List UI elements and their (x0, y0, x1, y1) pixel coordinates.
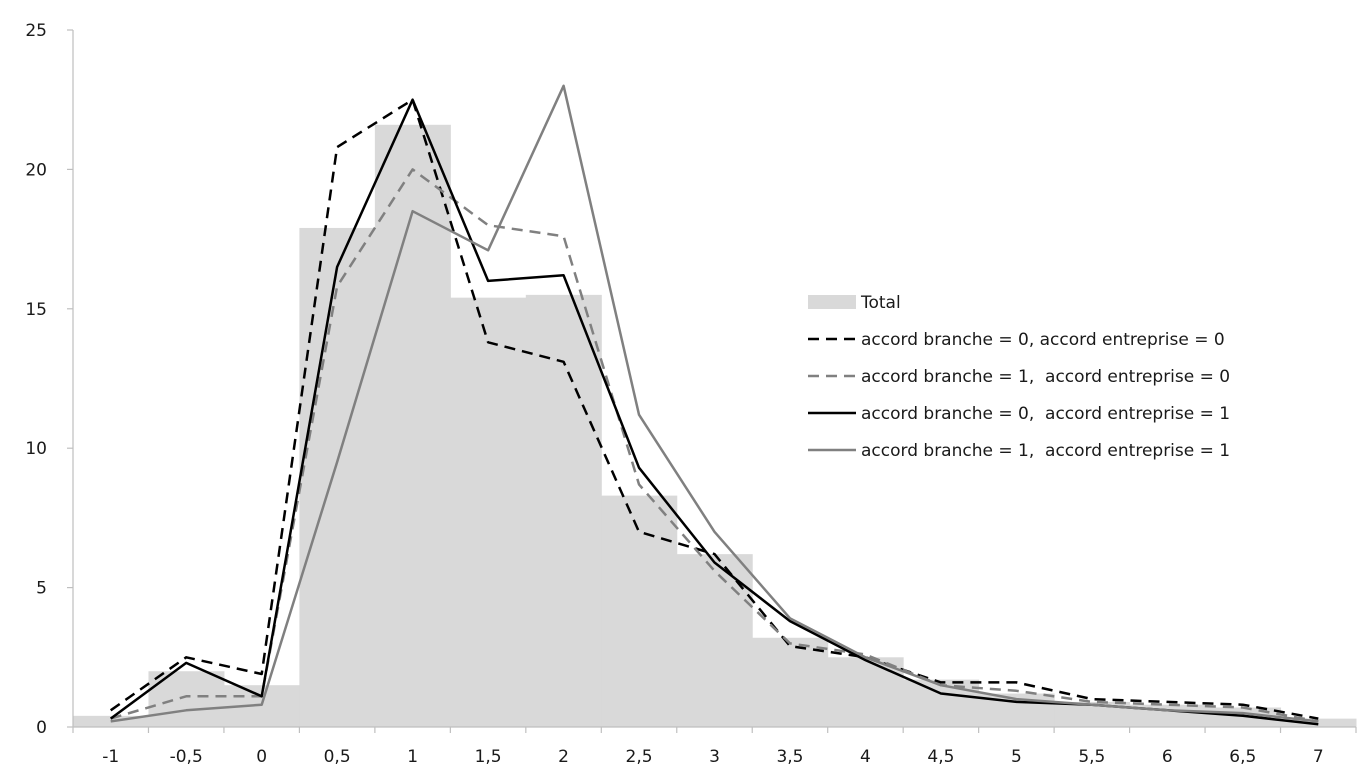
x-tick-label-3: 0,5 (324, 747, 351, 767)
bar-total-5 (450, 297, 527, 727)
y-tick-label-1: 5 (36, 579, 47, 599)
x-tick-label-9: 3,5 (776, 747, 803, 767)
x-tick-label-5: 1,5 (475, 747, 502, 767)
axes-layer (72, 30, 1356, 728)
ticks-layer: 0 5 10 15 20 25 -1 -0,5 0 0,5 1 1,5 2 2,5 3 3,5 4 4,5 5 5,5… (25, 21, 1357, 767)
x-tick-label-12: 5 (1011, 747, 1022, 767)
bar-total-6 (525, 294, 602, 727)
bar-total-7 (601, 495, 678, 727)
legend-label-1: accord branche = 0, accord entreprise = … (861, 330, 1225, 350)
x-tick-label-6: 2 (558, 747, 569, 767)
bar-total-10 (827, 657, 904, 727)
legend: Total accord branche = 0, accord entrepri… (808, 293, 1230, 461)
bar-total-11 (903, 679, 980, 727)
x-tick-label-4: 1 (407, 747, 418, 767)
y-tick-label-3: 15 (25, 300, 47, 320)
x-tick-label-11: 4,5 (927, 747, 954, 767)
bar-total-1 (148, 671, 225, 727)
bar-total-16 (1280, 718, 1357, 727)
legend-label-2: accord branche = 1, accord entreprise = … (861, 367, 1230, 387)
y-tick-label-2: 10 (25, 439, 47, 459)
series-line-3 (110, 84, 1319, 723)
x-tick-label-7: 2,5 (626, 747, 653, 767)
y-tick-label-4: 20 (25, 160, 47, 180)
bar-total-4 (374, 124, 451, 728)
x-tick-label-16: 7 (1313, 747, 1324, 767)
y-tick-label-0: 0 (36, 718, 47, 738)
lines-layer (109, 84, 1319, 726)
x-tick-label-2: 0 (256, 747, 267, 767)
series-line-0 (109, 98, 1319, 720)
x-tick-label-8: 3 (709, 747, 720, 767)
legend-label-3: accord branche = 0, accord entreprise = … (861, 404, 1230, 424)
x-tick-label-10: 4 (860, 747, 871, 767)
legend-swatch-0 (808, 295, 856, 309)
bar-total-8 (676, 554, 753, 727)
bar-total-3 (299, 227, 376, 727)
bars-layer (73, 124, 1357, 728)
bar-total-9 (752, 637, 829, 727)
legend-label-0: Total (860, 293, 901, 313)
x-tick-label-15: 6,5 (1229, 747, 1256, 767)
series-line-1 (110, 168, 1319, 723)
x-tick-label-14: 6 (1162, 747, 1173, 767)
x-tick-label-0: -1 (102, 747, 119, 767)
x-tick-label-1: -0,5 (170, 747, 203, 767)
legend-label-4: accord branche = 1, accord entreprise = … (861, 441, 1230, 461)
x-tick-label-13: 5,5 (1078, 747, 1105, 767)
y-tick-label-5: 25 (25, 21, 47, 41)
